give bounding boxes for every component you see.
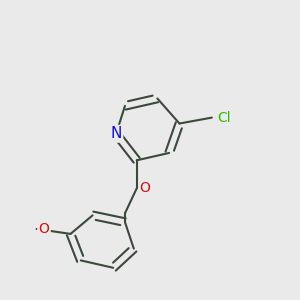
- Text: O: O: [140, 181, 150, 195]
- Text: Cl: Cl: [217, 111, 230, 124]
- Text: N: N: [110, 126, 122, 141]
- Text: O: O: [39, 222, 50, 236]
